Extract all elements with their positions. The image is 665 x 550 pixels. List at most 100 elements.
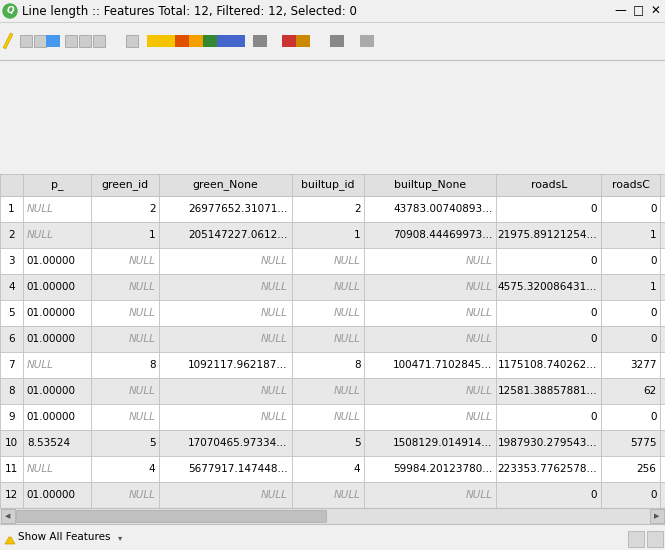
Bar (203, 35, 217, 47)
Text: 2: 2 (354, 204, 360, 214)
Bar (93, 35, 105, 47)
Text: 100471.7102845...: 100471.7102845... (393, 360, 493, 370)
Bar (34, 35, 46, 47)
Bar (147, 35, 161, 47)
Text: —: — (614, 4, 626, 18)
Text: 4: 4 (8, 282, 15, 292)
Text: builtup_id: builtup_id (301, 179, 354, 190)
Text: 5: 5 (149, 438, 156, 448)
Text: 1175108.740262...: 1175108.740262... (498, 360, 597, 370)
Text: 1: 1 (354, 230, 360, 240)
Bar (0, 352, 665, 378)
Bar (0, 482, 665, 508)
Text: NULL: NULL (334, 334, 360, 344)
Text: p_: p_ (51, 180, 63, 190)
Text: 0: 0 (650, 412, 656, 422)
Text: 01.00000: 01.00000 (27, 256, 76, 266)
Text: 8: 8 (354, 360, 360, 370)
Text: NULL: NULL (261, 282, 287, 292)
Text: 01.00000: 01.00000 (27, 308, 76, 318)
Bar (231, 35, 245, 47)
Text: 0: 0 (591, 256, 597, 266)
Text: NULL: NULL (128, 308, 156, 318)
Text: 17070465.97334...: 17070465.97334... (188, 438, 287, 448)
Bar (647, 531, 663, 547)
Text: 8: 8 (149, 360, 156, 370)
Text: 5: 5 (8, 308, 15, 318)
Text: 0: 0 (650, 308, 656, 318)
Bar (189, 35, 203, 47)
Text: Line length :: Features Total: 12, Filtered: 12, Selected: 0: Line length :: Features Total: 12, Filte… (22, 4, 357, 18)
Bar (0, 222, 665, 248)
Text: 0: 0 (591, 490, 597, 500)
Text: 1: 1 (650, 230, 656, 240)
Text: 3: 3 (8, 256, 15, 266)
Text: ▶: ▶ (654, 513, 660, 519)
Text: NULL: NULL (334, 308, 360, 318)
Bar (0, 456, 665, 482)
Bar (161, 35, 175, 47)
Text: 0: 0 (650, 490, 656, 500)
Text: NULL: NULL (128, 386, 156, 396)
Text: 1: 1 (149, 230, 156, 240)
Bar (0, 174, 665, 196)
Text: 01.00000: 01.00000 (27, 412, 76, 422)
Bar (282, 35, 296, 47)
Text: 9: 9 (8, 412, 15, 422)
Bar (175, 35, 189, 47)
Bar (0, 196, 665, 222)
Bar (46, 35, 60, 47)
Text: 0: 0 (591, 204, 597, 214)
Text: 6: 6 (8, 334, 15, 344)
Bar (79, 35, 91, 47)
Text: NULL: NULL (27, 464, 54, 474)
Text: 0: 0 (650, 256, 656, 266)
Text: NULL: NULL (261, 490, 287, 500)
Text: NULL: NULL (128, 412, 156, 422)
Text: NULL: NULL (334, 412, 360, 422)
Bar (0, 404, 665, 430)
Bar (0, 300, 665, 326)
Text: NULL: NULL (334, 282, 360, 292)
Text: NULL: NULL (128, 334, 156, 344)
Text: roadsL: roadsL (531, 180, 567, 190)
Bar (20, 35, 32, 47)
Bar (253, 35, 267, 47)
Text: 59984.20123780...: 59984.20123780... (393, 464, 493, 474)
Bar (0, 174, 665, 508)
Text: 3277: 3277 (630, 360, 656, 370)
Text: green_id: green_id (102, 179, 149, 190)
Text: 4575.320086431...: 4575.320086431... (498, 282, 597, 292)
Text: 5677917.147448...: 5677917.147448... (188, 464, 287, 474)
Text: 223353.7762578...: 223353.7762578... (497, 464, 597, 474)
Text: NULL: NULL (334, 256, 360, 266)
Text: builtup_None: builtup_None (394, 179, 466, 190)
Text: NULL: NULL (465, 308, 493, 318)
Text: NULL: NULL (261, 308, 287, 318)
Text: 5: 5 (354, 438, 360, 448)
Bar (0, 248, 665, 274)
Text: 4: 4 (149, 464, 156, 474)
Text: 2: 2 (8, 230, 15, 240)
Text: 1508129.014914...: 1508129.014914... (393, 438, 493, 448)
Bar (628, 531, 644, 547)
Text: 01.00000: 01.00000 (27, 282, 76, 292)
Bar (65, 35, 77, 47)
Text: 205147227.0612...: 205147227.0612... (188, 230, 287, 240)
Text: roadsC: roadsC (612, 180, 650, 190)
Text: NULL: NULL (465, 490, 493, 500)
Bar (0, 274, 665, 300)
Text: 0: 0 (650, 204, 656, 214)
Bar (650, 509, 664, 523)
Text: 256: 256 (636, 464, 656, 474)
Text: NULL: NULL (465, 334, 493, 344)
Text: ◀: ◀ (5, 513, 11, 519)
Text: 4: 4 (354, 464, 360, 474)
Text: green_None: green_None (193, 179, 258, 190)
Text: 1092117.962187...: 1092117.962187... (188, 360, 287, 370)
Text: NULL: NULL (128, 256, 156, 266)
Text: 10: 10 (5, 438, 18, 448)
Text: 0: 0 (650, 334, 656, 344)
Text: NULL: NULL (261, 386, 287, 396)
Text: 5775: 5775 (630, 438, 656, 448)
